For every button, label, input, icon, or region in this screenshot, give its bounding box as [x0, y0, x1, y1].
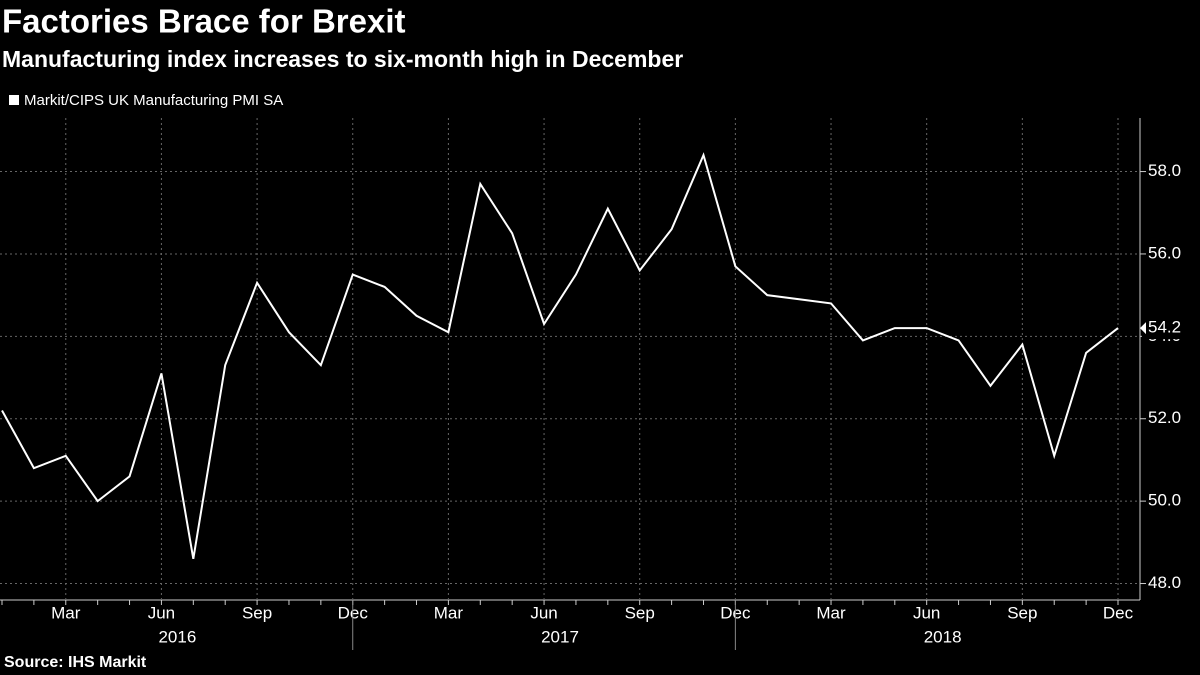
- x-tick-label: Mar: [816, 603, 846, 622]
- x-tick-label: Dec: [1103, 603, 1134, 622]
- source: Source: IHS Markit: [4, 654, 147, 671]
- x-tick-label: Jun: [913, 603, 940, 622]
- x-tick-label: Sep: [625, 603, 655, 622]
- last-value-box: [1142, 317, 1196, 340]
- y-tick-label: 48.0: [1148, 573, 1181, 592]
- chart-title: Factories Brace for Brexit: [2, 3, 406, 40]
- x-tick-label: Mar: [51, 603, 81, 622]
- last-value-label: 54.2: [1148, 318, 1181, 337]
- legend-label: Markit/CIPS UK Manufacturing PMI SA: [24, 92, 283, 109]
- y-tick-label: 52.0: [1148, 408, 1181, 427]
- y-tick-label: 58.0: [1148, 161, 1181, 180]
- x-tick-label: Jun: [530, 603, 557, 622]
- year-label: 2016: [158, 627, 196, 646]
- x-tick-label: Sep: [1007, 603, 1037, 622]
- y-tick-label: 56.0: [1148, 243, 1181, 262]
- year-label: 2018: [924, 627, 962, 646]
- x-tick-label: Sep: [242, 603, 272, 622]
- last-value-pointer: [1140, 322, 1146, 335]
- year-label: 2017: [541, 627, 579, 646]
- y-tick-label: 50.0: [1148, 491, 1181, 510]
- line-series: [1, 152, 1119, 559]
- chart-subtitle: Manufacturing index increases to six-mon…: [2, 46, 683, 72]
- x-tick-label: Jun: [148, 603, 175, 622]
- legend-swatch: [9, 95, 19, 105]
- x-tick-label: Mar: [434, 603, 464, 622]
